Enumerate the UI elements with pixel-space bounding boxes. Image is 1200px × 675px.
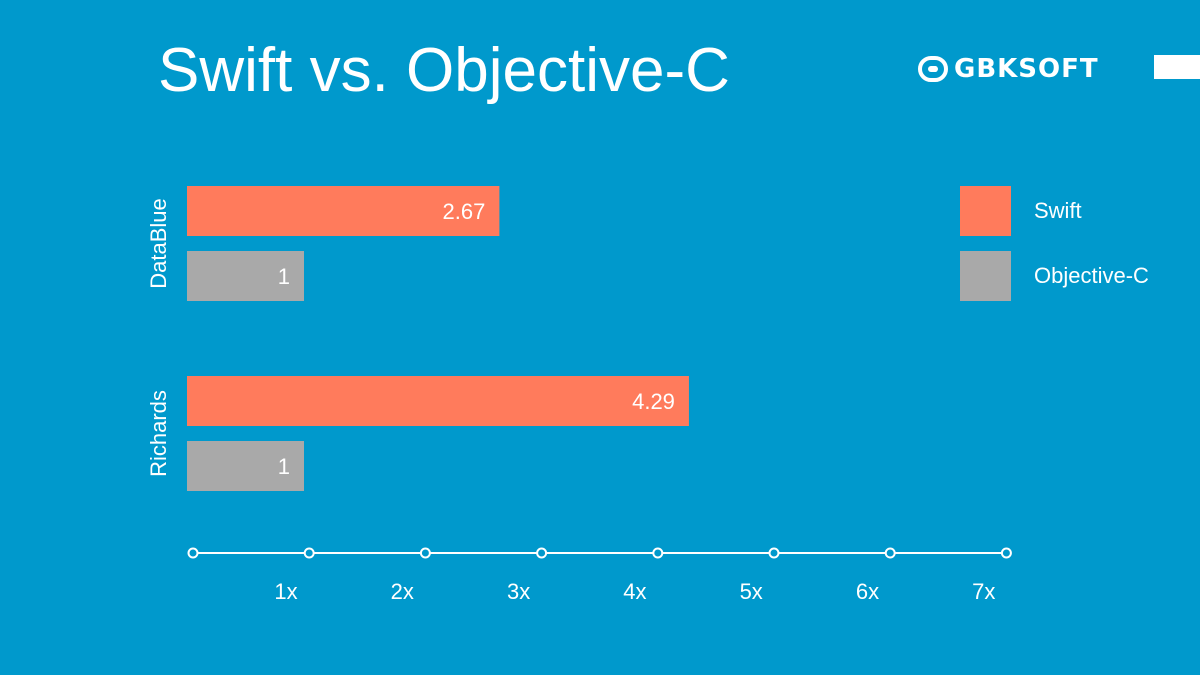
category-label: Richards bbox=[146, 390, 171, 477]
legend-item: Swift bbox=[960, 186, 1149, 236]
chart-title: Swift vs. Objective-C bbox=[158, 36, 730, 105]
x-tick-label: 6x bbox=[856, 579, 879, 604]
bar-value-label: 1 bbox=[278, 264, 290, 289]
chart-legend: Swift Objective-C bbox=[960, 186, 1149, 316]
corner-tab bbox=[1154, 55, 1200, 79]
x-axis-marker bbox=[187, 547, 199, 559]
x-axis-marker bbox=[884, 547, 896, 559]
x-tick-label: 5x bbox=[740, 579, 763, 604]
legend-swatch bbox=[960, 186, 1011, 236]
bar-value-label: 2.67 bbox=[443, 199, 486, 224]
x-axis-marker bbox=[1000, 547, 1012, 559]
x-axis-marker bbox=[768, 547, 780, 559]
gbksoft-logo: GBKSOFT bbox=[918, 54, 1099, 84]
bar-datablue-swift bbox=[187, 186, 500, 236]
x-axis-marker bbox=[536, 547, 548, 559]
bar-datablue-objectivec bbox=[187, 251, 304, 301]
legend-item: Objective-C bbox=[960, 251, 1149, 301]
x-axis-marker bbox=[419, 547, 431, 559]
x-tick-label: 4x bbox=[623, 579, 646, 604]
gbksoft-logo-icon bbox=[918, 56, 948, 82]
x-axis-marker bbox=[303, 547, 315, 559]
x-tick-label: 7x bbox=[972, 579, 995, 604]
x-tick-label: 2x bbox=[391, 579, 414, 604]
x-tick-label: 3x bbox=[507, 579, 530, 604]
bar-richards-swift bbox=[187, 376, 689, 426]
legend-swatch bbox=[960, 251, 1011, 301]
gbksoft-logo-text: GBKSOFT bbox=[954, 54, 1099, 84]
bar-value-label: 1 bbox=[278, 454, 290, 479]
category-label: DataBlue bbox=[146, 198, 171, 289]
bar-richards-objectivec bbox=[187, 441, 304, 491]
x-axis-marker bbox=[652, 547, 664, 559]
legend-label: Swift bbox=[1034, 198, 1082, 223]
x-tick-label: 1x bbox=[274, 579, 297, 604]
legend-label: Objective-C bbox=[1034, 263, 1149, 288]
bar-value-label: 4.29 bbox=[632, 389, 675, 414]
